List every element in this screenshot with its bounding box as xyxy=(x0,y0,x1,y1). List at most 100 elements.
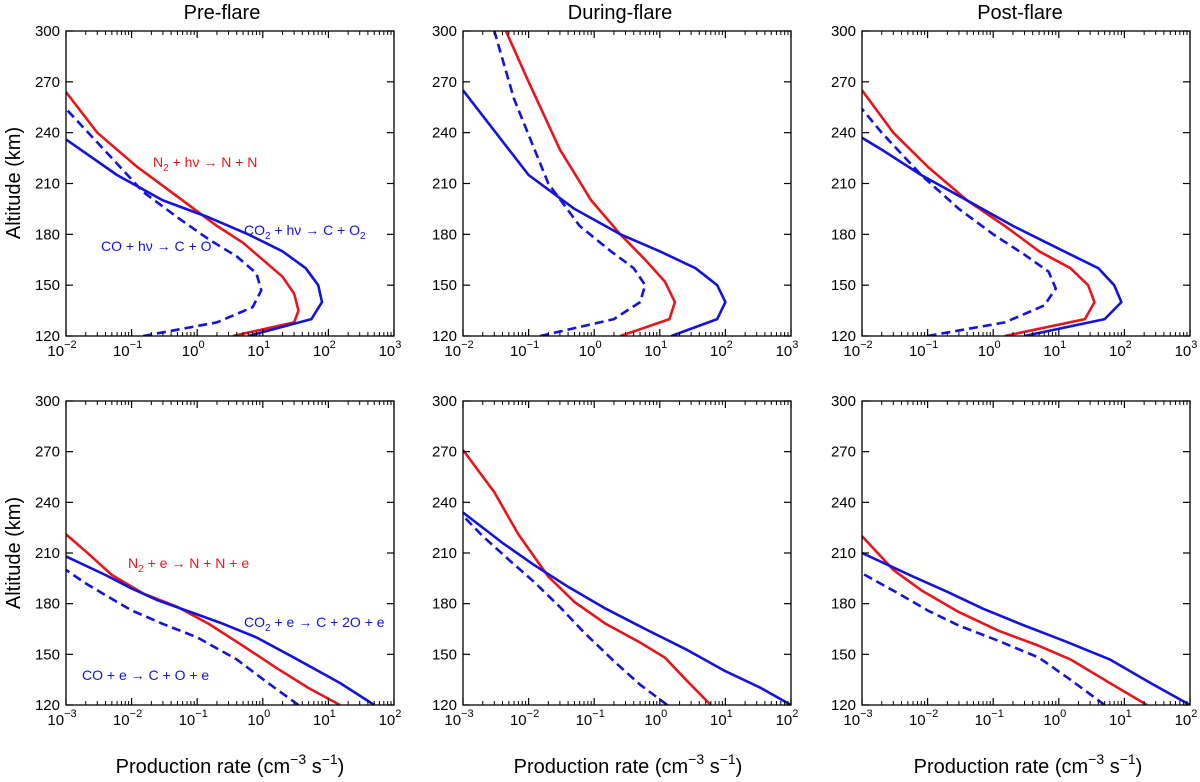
x-tick-label: 100 xyxy=(978,339,1001,360)
y-tick-label: 180 xyxy=(432,226,457,243)
y-tick-label: 150 xyxy=(831,646,856,663)
y-tick-label: 210 xyxy=(831,545,856,562)
y-tick-label: 120 xyxy=(432,328,457,345)
x-tick-label: 10−3 xyxy=(843,708,872,729)
x-axis-label-left: Production rate (cm−3 s−1) xyxy=(116,751,345,778)
series-line-n2-electron-impact xyxy=(66,533,341,705)
series-line-co2-electron-impact xyxy=(66,555,376,705)
series-line-n2-photodissociation xyxy=(504,31,677,336)
x-tick-label: 10−1 xyxy=(510,339,539,360)
x-tick-label: 10−1 xyxy=(576,708,605,729)
series-line-n2-photodissociation xyxy=(862,89,1096,336)
series-line-n2-electron-impact xyxy=(463,449,712,705)
annotation-n2-photodissociation: N2 + hν → N + N xyxy=(153,154,257,174)
panel-during-flare-electron-impact: 10−3 10−2 10−1 100 101 102 120 150 180 210 240 270 3… xyxy=(432,393,798,729)
x-axis-label-middle: Production rate (cm−3 s−1) xyxy=(514,751,743,778)
x-tick-label: 102 xyxy=(1175,708,1198,729)
y-tick-label: 120 xyxy=(35,328,60,345)
y-tick-label: 240 xyxy=(35,125,60,142)
x-tick-label: 10−2 xyxy=(113,708,142,729)
y-tick-label: 210 xyxy=(432,176,457,193)
y-tick-label: 270 xyxy=(831,444,856,461)
annotation-co-photodissociation: CO + hν → C + O xyxy=(101,238,212,254)
annotation-co-electron-impact: CO + e → C + O + e xyxy=(82,667,209,683)
y-tick-label: 270 xyxy=(432,444,457,461)
y-tick-label: 180 xyxy=(35,226,60,243)
x-tick-label: 103 xyxy=(776,339,799,360)
y-tick-label: 240 xyxy=(432,494,457,511)
plot-frame xyxy=(462,400,792,706)
x-tick-label: 10−3 xyxy=(444,708,473,729)
y-tick-label: 300 xyxy=(35,23,60,40)
annotation-n2-electron-impact: N2 + e → N + N + e xyxy=(128,555,249,575)
y-tick-label: 300 xyxy=(831,393,856,410)
x-tick-label: 103 xyxy=(1175,339,1198,360)
y-tick-label: 210 xyxy=(35,176,60,193)
y-tick-label: 150 xyxy=(35,277,60,294)
panel-title-during-flare: During-flare xyxy=(568,2,672,24)
x-tick-label: 10−1 xyxy=(975,708,1004,729)
x-tick-label: 100 xyxy=(579,339,602,360)
annotation-co2-electron-impact: CO2 + e → C + 2O + e xyxy=(244,614,385,634)
y-tick-label: 150 xyxy=(432,646,457,663)
x-tick-label: 10−2 xyxy=(444,339,473,360)
y-tick-label: 270 xyxy=(831,74,856,91)
plot-frame xyxy=(861,400,1191,706)
y-tick-label: 180 xyxy=(35,596,60,613)
series-line-co-electron-impact xyxy=(66,568,300,705)
series-line-co-photodissociation xyxy=(66,108,263,336)
y-tick-label: 210 xyxy=(35,545,60,562)
y-tick-label: 180 xyxy=(432,596,457,613)
x-tick-label: 102 xyxy=(313,339,336,360)
x-tick-label: 101 xyxy=(710,708,733,729)
x-tick-label: 101 xyxy=(1043,339,1066,360)
x-tick-label: 101 xyxy=(247,339,270,360)
series-line-n2-electron-impact xyxy=(862,535,1148,705)
series-line-co2-photodissociation xyxy=(463,89,727,336)
y-tick-label: 240 xyxy=(831,125,856,142)
y-tick-label: 300 xyxy=(432,393,457,410)
x-tick-label: 101 xyxy=(313,708,336,729)
y-tick-label: 210 xyxy=(831,176,856,193)
x-axis-label-right: Production rate (cm−3 s−1) xyxy=(914,751,1143,778)
plot-frame xyxy=(462,30,792,337)
series-line-co-photodissociation xyxy=(493,31,647,336)
y-tick-label: 150 xyxy=(35,646,60,663)
series-line-co-electron-impact xyxy=(862,572,1106,705)
y-tick-label: 120 xyxy=(35,697,60,714)
panel-title-pre-flare: Pre-flare xyxy=(184,2,261,24)
panel-during-flare-photodissociation: 10−2 10−1 100 101 102 103 120 150 180 210 240 270 30… xyxy=(432,23,798,360)
x-tick-label: 10−2 xyxy=(909,708,938,729)
y-tick-label: 270 xyxy=(35,74,60,91)
y-axis-label-top: Altitude (km) xyxy=(3,127,25,239)
series-line-co2-electron-impact xyxy=(463,511,791,705)
panel-post-flare-electron-impact: 10−3 10−2 10−1 100 101 102 120 150 180 210 240 270 3… xyxy=(831,393,1197,729)
series-line-co2-photodissociation xyxy=(66,138,324,336)
x-tick-label: 100 xyxy=(1043,708,1066,729)
x-tick-label: 103 xyxy=(379,339,402,360)
y-tick-label: 120 xyxy=(432,697,457,714)
series-line-co-electron-impact xyxy=(463,514,669,705)
y-tick-label: 300 xyxy=(831,23,856,40)
y-tick-label: 240 xyxy=(831,494,856,511)
y-tick-label: 300 xyxy=(35,393,60,410)
x-tick-label: 10−3 xyxy=(47,708,76,729)
y-tick-label: 300 xyxy=(432,23,457,40)
y-tick-label: 120 xyxy=(831,328,856,345)
panel-pre-flare-photodissociation: 10−2 10−1 100 101 102 103 120 150 180 210 240 270 30… xyxy=(35,23,401,360)
x-tick-label: 10−1 xyxy=(179,708,208,729)
x-tick-label: 102 xyxy=(776,708,799,729)
series-line-co2-electron-impact xyxy=(862,551,1190,705)
panel-post-flare-photodissociation: 10−2 10−1 100 101 102 103 120 150 180 210 240 270 30… xyxy=(831,23,1197,360)
series-line-co2-photodissociation xyxy=(862,136,1123,336)
x-tick-label: 101 xyxy=(1109,708,1132,729)
series-line-co-photodissociation xyxy=(862,108,1058,336)
x-tick-label: 10−2 xyxy=(47,339,76,360)
y-tick-label: 150 xyxy=(831,277,856,294)
x-tick-label: 102 xyxy=(710,339,733,360)
y-axis-label-bottom: Altitude (km) xyxy=(3,497,25,609)
y-tick-label: 240 xyxy=(35,494,60,511)
x-tick-label: 100 xyxy=(644,708,667,729)
x-tick-label: 102 xyxy=(379,708,402,729)
